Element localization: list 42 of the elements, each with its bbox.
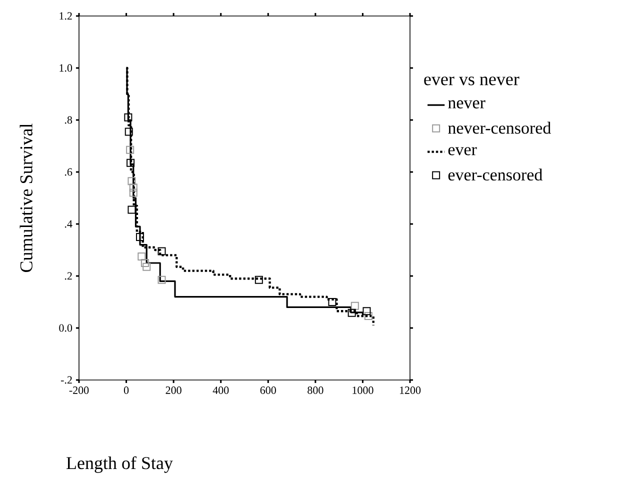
point bbox=[254, 276, 263, 284]
point bbox=[158, 247, 166, 256]
point bbox=[128, 177, 136, 186]
point bbox=[142, 262, 151, 271]
y-tick-label: .8 bbox=[64, 116, 72, 124]
x-tick-label: 800 bbox=[308, 386, 324, 394]
x-tick-label: 200 bbox=[166, 386, 182, 394]
point bbox=[129, 184, 138, 192]
point bbox=[328, 298, 336, 306]
y-axis-title: Cumulative Survival bbox=[20, 124, 32, 272]
legend-label: ever bbox=[448, 147, 477, 156]
x-tick-label: 0 bbox=[124, 386, 129, 394]
y-tick-label: -.2 bbox=[60, 376, 72, 384]
point bbox=[158, 276, 166, 284]
legend-title: ever vs never bbox=[424, 76, 520, 86]
point bbox=[136, 232, 144, 241]
point bbox=[126, 146, 134, 154]
x-axis-title: Length of Stay bbox=[66, 456, 173, 473]
point bbox=[124, 128, 133, 136]
legend-label: never-censored bbox=[448, 122, 551, 134]
x-tick-label: 1000 bbox=[352, 386, 374, 394]
point bbox=[348, 308, 356, 317]
y-tick-label: .2 bbox=[64, 272, 72, 280]
x-tick-label: 1200 bbox=[400, 386, 421, 394]
point bbox=[140, 258, 149, 267]
x-tick-label: 400 bbox=[212, 386, 229, 394]
point bbox=[138, 252, 146, 260]
point bbox=[129, 188, 138, 197]
point bbox=[124, 113, 132, 122]
point bbox=[126, 158, 135, 167]
y-tick-label: 0.0 bbox=[59, 324, 72, 332]
y-tick-label: 1.2 bbox=[60, 12, 72, 20]
point bbox=[128, 206, 136, 214]
point bbox=[364, 312, 372, 320]
y-tick-label: 1.0 bbox=[60, 64, 72, 72]
point bbox=[350, 302, 359, 310]
y-tick-label: .6 bbox=[64, 168, 72, 176]
legend-label: never bbox=[448, 100, 486, 108]
y-tick-label: .4 bbox=[64, 220, 72, 228]
x-tick-label: -200 bbox=[69, 386, 89, 394]
x-tick-label: 600 bbox=[260, 386, 276, 394]
legend-label: ever-censored bbox=[448, 168, 542, 181]
